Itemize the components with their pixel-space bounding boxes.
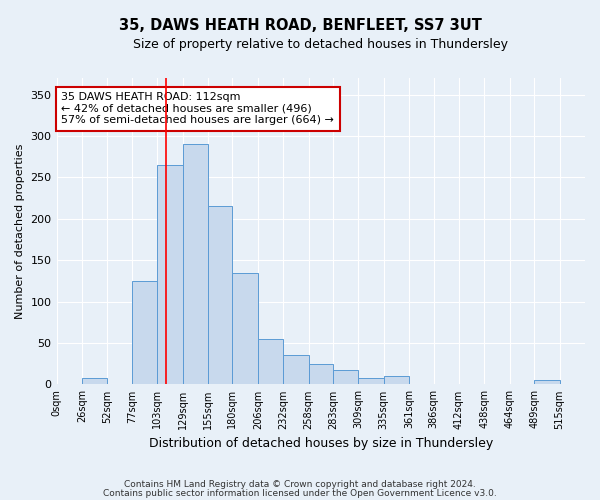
X-axis label: Distribution of detached houses by size in Thundersley: Distribution of detached houses by size … xyxy=(149,437,493,450)
Bar xyxy=(258,339,283,384)
Text: 35 DAWS HEATH ROAD: 112sqm
← 42% of detached houses are smaller (496)
57% of sem: 35 DAWS HEATH ROAD: 112sqm ← 42% of deta… xyxy=(61,92,334,126)
Y-axis label: Number of detached properties: Number of detached properties xyxy=(15,144,25,319)
Title: Size of property relative to detached houses in Thundersley: Size of property relative to detached ho… xyxy=(133,38,508,51)
Bar xyxy=(358,378,384,384)
Text: 35, DAWS HEATH ROAD, BENFLEET, SS7 3UT: 35, DAWS HEATH ROAD, BENFLEET, SS7 3UT xyxy=(119,18,481,32)
Bar xyxy=(82,378,107,384)
Text: Contains public sector information licensed under the Open Government Licence v3: Contains public sector information licen… xyxy=(103,488,497,498)
Bar xyxy=(132,281,157,384)
Bar xyxy=(308,364,333,384)
Bar xyxy=(157,165,182,384)
Bar xyxy=(384,376,409,384)
Bar xyxy=(232,272,258,384)
Text: Contains HM Land Registry data © Crown copyright and database right 2024.: Contains HM Land Registry data © Crown c… xyxy=(124,480,476,489)
Bar xyxy=(534,380,560,384)
Bar xyxy=(208,206,232,384)
Bar xyxy=(283,356,308,384)
Bar xyxy=(182,144,208,384)
Bar xyxy=(333,370,358,384)
